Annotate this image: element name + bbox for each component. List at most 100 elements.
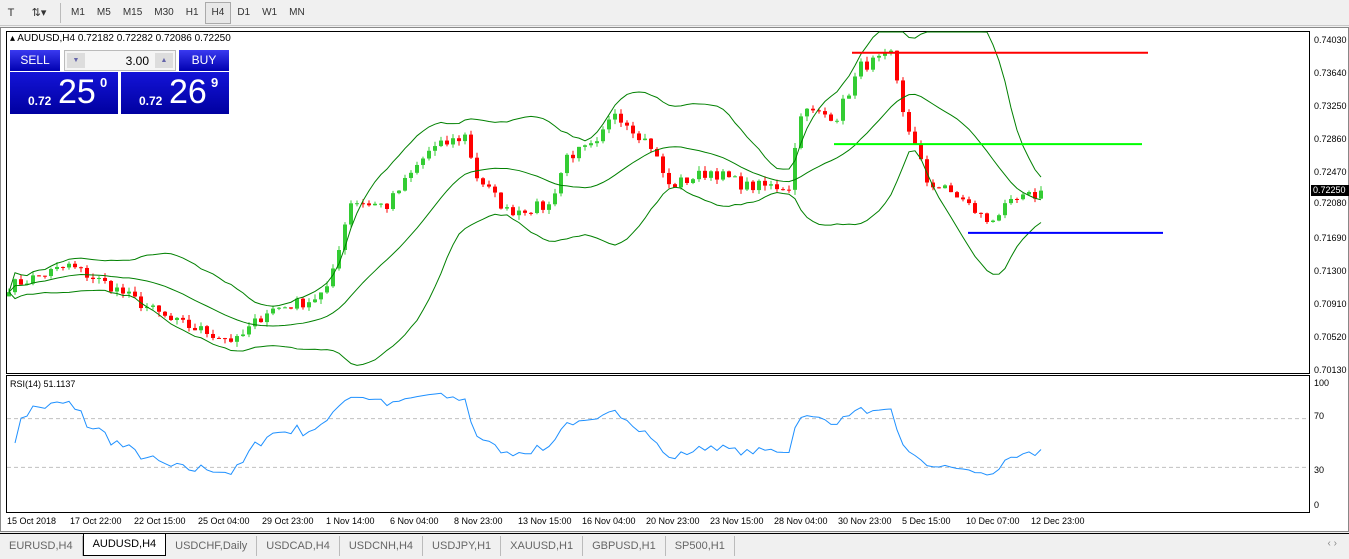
timeframe-m1[interactable]: M1 [71, 7, 85, 18]
candle-body [517, 210, 521, 216]
candle-body [481, 178, 485, 185]
buy-price-pips: 26 [169, 73, 207, 111]
rsi-tick-label: 100 [1314, 378, 1330, 388]
timeframe-m30[interactable]: M30 [154, 7, 174, 18]
lot-value[interactable]: 3.00 [125, 54, 149, 68]
candle-body [727, 171, 731, 178]
chart-window[interactable]: ▴ AUDUSD,H4 0.72182 0.72282 0.72086 0.72… [0, 27, 1349, 532]
lot-decrease-icon[interactable]: ▼ [67, 53, 85, 68]
candle-body [133, 291, 137, 297]
candle-body [619, 113, 623, 123]
candle-body [973, 203, 977, 213]
buy-price-button[interactable]: 0.72 26 9 [121, 72, 229, 114]
candle-body [295, 298, 299, 309]
candle-body [745, 181, 749, 190]
timeframe-d1[interactable]: D1 [237, 7, 251, 18]
candle-body [205, 326, 209, 334]
candle-body [403, 177, 407, 191]
candle-body [235, 336, 239, 342]
candle-body [535, 201, 539, 214]
candle-body [817, 110, 821, 112]
chart-tab[interactable]: USDCAD,H4 [257, 536, 340, 556]
time-tick-label: 13 Nov 15:00 [518, 516, 572, 526]
candle-body [43, 275, 47, 277]
timeframe-h4[interactable]: H4 [204, 1, 232, 24]
candle-body [229, 338, 233, 342]
candle-body [421, 158, 425, 165]
candle-body [25, 283, 29, 285]
candle-body [739, 176, 743, 190]
buy-price-fraction: 9 [211, 75, 219, 90]
candle-body [259, 318, 263, 323]
candle-body [175, 317, 179, 321]
timeframe-w1[interactable]: W1 [262, 7, 278, 18]
time-tick-label: 22 Oct 15:00 [134, 516, 186, 526]
chart-tab[interactable]: USDCNH,H4 [340, 536, 424, 556]
price-tick-label: 0.70910 [1314, 299, 1347, 309]
candle-body [169, 315, 173, 321]
candle-body [607, 119, 611, 130]
candle-body [679, 177, 683, 188]
candle-body [103, 277, 107, 281]
lot-size-field[interactable]: ▼ 3.00 ▲ [64, 50, 176, 71]
candle-body [439, 140, 443, 147]
candle-body [541, 201, 545, 210]
buy-button[interactable]: BUY [179, 50, 229, 71]
time-tick-label: 16 Nov 04:00 [582, 516, 636, 526]
price-chart[interactable] [6, 31, 1310, 374]
candle-body [871, 57, 875, 70]
candle-body [631, 125, 635, 134]
text-tool-icon[interactable]: T [7, 6, 15, 19]
candle-body [265, 313, 269, 323]
chart-tab[interactable]: EURUSD,H4 [0, 536, 83, 556]
candle-body [373, 203, 377, 206]
time-tick-label: 29 Oct 23:00 [262, 516, 314, 526]
tab-scroll-arrows-icon[interactable]: ‹ › [1327, 538, 1337, 549]
timeframe-m15[interactable]: M15 [122, 7, 143, 18]
candle-body [889, 50, 893, 53]
chart-tab[interactable]: SP500,H1 [666, 536, 735, 556]
candle-body [667, 172, 671, 185]
chart-tab[interactable]: USDJPY,H1 [423, 536, 502, 556]
candle-body [67, 263, 71, 268]
candle-body [979, 212, 983, 214]
candle-body [781, 189, 785, 191]
candle-body [73, 263, 77, 268]
sell-price-button[interactable]: 0.72 25 0 [10, 72, 118, 114]
candle-body [19, 279, 23, 285]
chart-tabs: EURUSD,H4 AUDUSD,H4 USDCHF,Daily USDCAD,H4 U… [0, 533, 1349, 557]
sell-price-prefix: 0.72 [28, 94, 52, 108]
toolbar-divider [60, 2, 61, 23]
timeframe-mn[interactable]: MN [289, 7, 305, 18]
candle-body [901, 80, 905, 113]
time-tick-label: 8 Nov 23:00 [454, 516, 503, 526]
lot-increase-icon[interactable]: ▲ [155, 53, 173, 68]
rsi-panel[interactable] [6, 375, 1310, 513]
chart-tab[interactable]: AUDUSD,H4 [82, 534, 167, 556]
timeframe-m5[interactable]: M5 [96, 7, 111, 18]
candle-body [847, 95, 851, 99]
sell-button[interactable]: SELL [10, 50, 60, 71]
candle-body [649, 138, 653, 149]
candle-body [559, 173, 563, 194]
candle-body [823, 111, 827, 115]
candle-body [595, 141, 599, 144]
candle-body [271, 308, 275, 314]
one-click-trading-panel: SELL ▼ 3.00 ▲ BUY 0.72 25 0 0.72 26 9 [10, 50, 229, 114]
chart-tab[interactable]: USDCHF,Daily [166, 536, 258, 556]
time-tick-label: 17 Oct 22:00 [70, 516, 122, 526]
objects-tool-icon[interactable]: ⇅▾ [31, 7, 47, 19]
time-tick-label: 5 Dec 15:00 [902, 516, 951, 526]
chart-tab[interactable]: XAUUSD,H1 [501, 536, 584, 556]
candle-body [397, 190, 401, 194]
timeframe-h1[interactable]: H1 [185, 7, 199, 18]
chart-tab[interactable]: GBPUSD,H1 [583, 536, 666, 556]
candle-body [415, 164, 419, 173]
candle-body [787, 189, 791, 191]
candle-body [85, 267, 89, 278]
candle-body [1033, 192, 1037, 199]
price-tick-label: 0.74030 [1314, 35, 1347, 45]
ohlc-values: 0.72182 0.72282 0.72086 0.72250 [77, 33, 231, 44]
candle-body [367, 203, 371, 206]
price-tick-label: 0.70520 [1314, 332, 1347, 342]
